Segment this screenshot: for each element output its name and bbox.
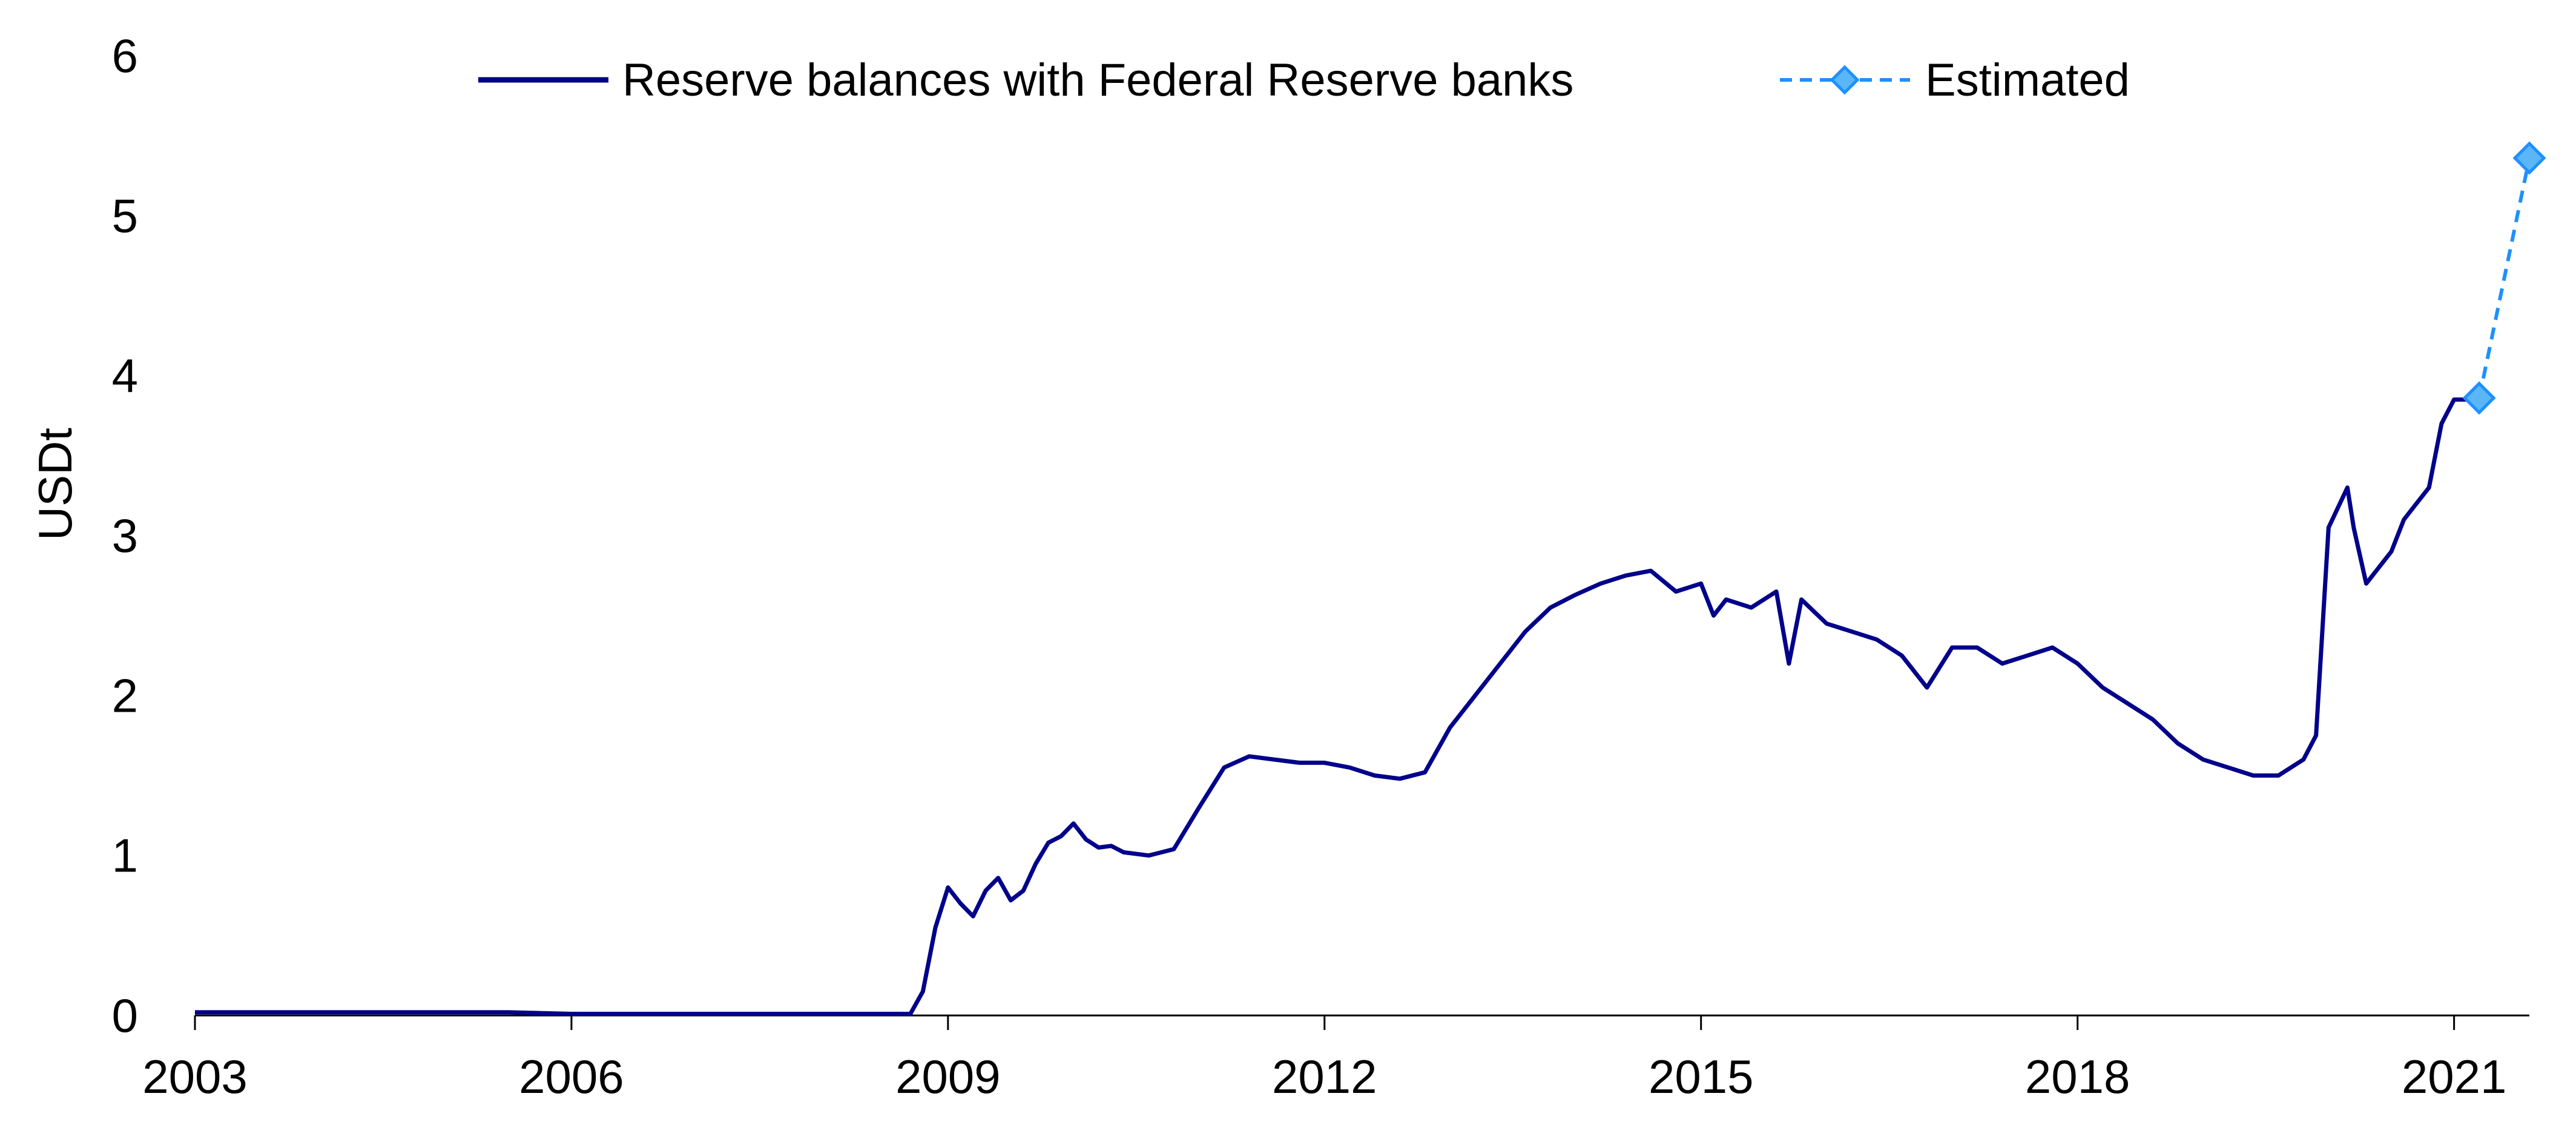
y-tick-label: 6 bbox=[112, 29, 138, 82]
estimated-line bbox=[2477, 157, 2531, 399]
legend: Reserve balances with Federal Reserve ba… bbox=[478, 54, 2130, 106]
estimated-point-marker bbox=[2462, 381, 2496, 415]
y-tick-label: 2 bbox=[112, 669, 138, 722]
x-tick-label: 2006 bbox=[519, 1050, 624, 1103]
y-tick-label: 0 bbox=[112, 989, 138, 1042]
x-tick-label: 2009 bbox=[895, 1050, 1001, 1103]
x-tick-label: 2003 bbox=[142, 1050, 248, 1103]
reserve-balances-line bbox=[195, 397, 2480, 1016]
estimated-point-marker bbox=[2512, 141, 2546, 175]
x-tick-label: 2021 bbox=[2402, 1050, 2507, 1103]
legend-label-reserve-balances: Reserve balances with Federal Reserve ba… bbox=[622, 54, 1573, 106]
y-tick-label: 3 bbox=[112, 509, 138, 562]
y-tick-label: 5 bbox=[112, 189, 138, 242]
x-tick-label: 2018 bbox=[2025, 1050, 2130, 1103]
legend-label-estimated: Estimated bbox=[1925, 54, 2130, 106]
y-axis-label: USDt bbox=[28, 427, 82, 540]
legend-marker-estimated-diamond bbox=[1830, 65, 1860, 95]
y-tick-label: 1 bbox=[112, 829, 138, 882]
x-axis bbox=[194, 1014, 2529, 1030]
y-tick-label: 4 bbox=[112, 349, 138, 402]
x-tick-labels: 2003 2006 2009 2012 2015 2018 2021 bbox=[142, 1050, 2506, 1103]
x-tick-label: 2012 bbox=[1272, 1050, 1377, 1103]
series-lines bbox=[195, 141, 2546, 1016]
y-tick-labels: 0 1 2 3 4 5 6 bbox=[112, 29, 138, 1042]
x-tick-label: 2015 bbox=[1649, 1050, 1754, 1103]
